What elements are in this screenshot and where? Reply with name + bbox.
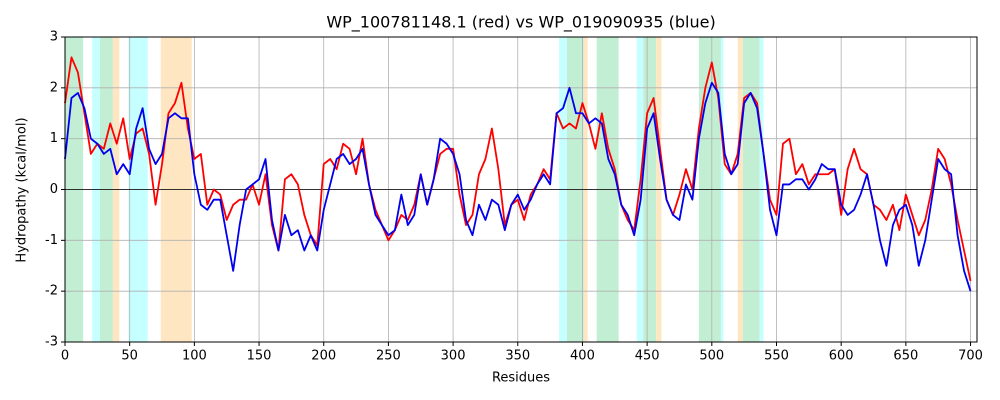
ticks: 0 50 100 150 200 250 300 350 400 450 500 550 600 650 7… [45, 30, 983, 364]
y-tick-label: -2 [45, 284, 58, 299]
x-tick-label: 450 [635, 349, 660, 364]
y-tick-label: 1 [50, 131, 58, 146]
x-tick-label: 600 [829, 349, 854, 364]
y-axis-label: Hydropathy (kcal/mol) [15, 117, 30, 262]
y-tick-label: -1 [45, 233, 58, 248]
data-line [64, 81, 972, 292]
y-tick-label: 2 [50, 80, 58, 95]
x-tick-label: 500 [699, 349, 724, 364]
plot-lines [64, 56, 972, 292]
data-line [64, 56, 972, 282]
x-tick-label: 300 [441, 349, 466, 364]
x-tick-label: 50 [121, 349, 138, 364]
chart-title: WP_100781148.1 (red) vs WP_019090935 (bl… [326, 13, 715, 33]
x-tick-label: 150 [247, 349, 272, 364]
x-tick-label: 400 [570, 349, 595, 364]
x-tick-label: 250 [376, 349, 401, 364]
x-tick-label: 700 [958, 349, 983, 364]
x-tick-label: 350 [505, 349, 530, 364]
grid [64, 36, 977, 343]
x-tick-label: 550 [764, 349, 789, 364]
x-tick-label: 650 [893, 349, 918, 364]
x-tick-label: 100 [182, 349, 207, 364]
x-axis-label: Residues [492, 371, 550, 386]
y-tick-label: 0 [50, 182, 58, 197]
y-tick-label: -3 [45, 335, 58, 350]
y-tick-label: 3 [50, 30, 58, 45]
x-tick-label: 0 [61, 349, 69, 364]
x-tick-label: 200 [311, 349, 336, 364]
